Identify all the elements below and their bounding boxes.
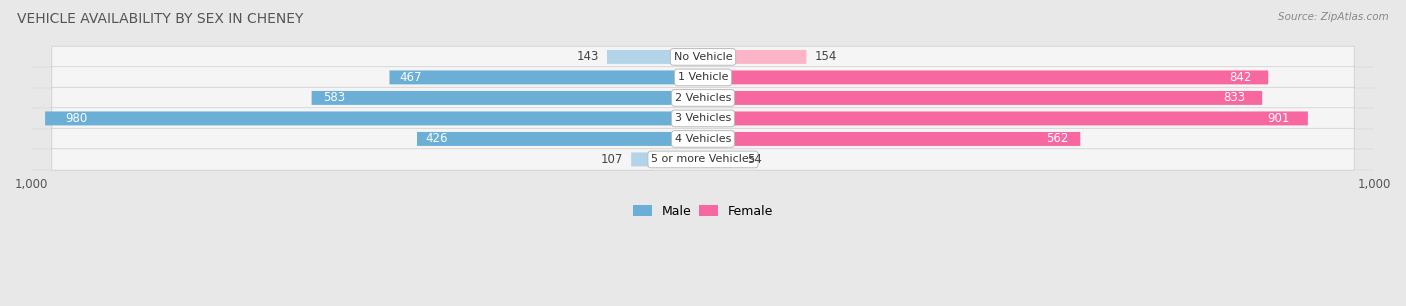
FancyBboxPatch shape: [52, 87, 1354, 109]
Text: 107: 107: [600, 153, 623, 166]
Legend: Male, Female: Male, Female: [628, 200, 778, 223]
FancyBboxPatch shape: [703, 132, 1080, 146]
Text: 4 Vehicles: 4 Vehicles: [675, 134, 731, 144]
Text: 1 Vehicle: 1 Vehicle: [678, 73, 728, 82]
FancyBboxPatch shape: [703, 70, 1268, 84]
Text: 980: 980: [65, 112, 87, 125]
Text: 54: 54: [748, 153, 762, 166]
Text: 426: 426: [426, 132, 449, 145]
Text: 833: 833: [1223, 91, 1246, 104]
FancyBboxPatch shape: [703, 91, 1263, 105]
Text: 154: 154: [814, 50, 837, 63]
FancyBboxPatch shape: [52, 149, 1354, 170]
FancyBboxPatch shape: [703, 111, 1308, 125]
FancyBboxPatch shape: [703, 152, 740, 166]
FancyBboxPatch shape: [45, 111, 703, 125]
FancyBboxPatch shape: [312, 91, 703, 105]
FancyBboxPatch shape: [418, 132, 703, 146]
Text: 467: 467: [399, 71, 422, 84]
FancyBboxPatch shape: [52, 67, 1354, 88]
Text: VEHICLE AVAILABILITY BY SEX IN CHENEY: VEHICLE AVAILABILITY BY SEX IN CHENEY: [17, 12, 304, 26]
FancyBboxPatch shape: [389, 70, 703, 84]
FancyBboxPatch shape: [607, 50, 703, 64]
FancyBboxPatch shape: [631, 152, 703, 166]
FancyBboxPatch shape: [52, 108, 1354, 129]
FancyBboxPatch shape: [52, 128, 1354, 150]
Text: Source: ZipAtlas.com: Source: ZipAtlas.com: [1278, 12, 1389, 22]
Text: 562: 562: [1046, 132, 1069, 145]
Text: 2 Vehicles: 2 Vehicles: [675, 93, 731, 103]
Text: 901: 901: [1267, 112, 1289, 125]
Text: 143: 143: [576, 50, 599, 63]
Text: 5 or more Vehicles: 5 or more Vehicles: [651, 155, 755, 164]
Text: No Vehicle: No Vehicle: [673, 52, 733, 62]
Text: 3 Vehicles: 3 Vehicles: [675, 114, 731, 123]
Text: 583: 583: [323, 91, 346, 104]
FancyBboxPatch shape: [52, 46, 1354, 68]
FancyBboxPatch shape: [703, 50, 807, 64]
Text: 842: 842: [1229, 71, 1251, 84]
